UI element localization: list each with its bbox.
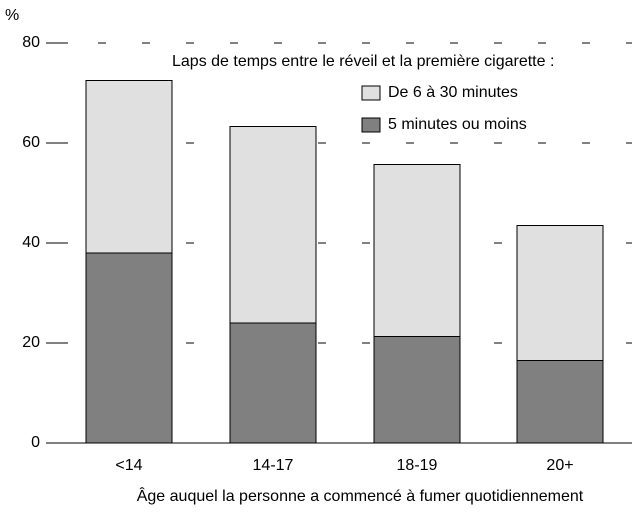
y-axis-label: %	[5, 7, 19, 24]
bar-segment	[229, 126, 317, 324]
x-tick-label: 14-17	[253, 457, 294, 474]
bar-segment	[85, 80, 173, 254]
legend-label: 5 minutes ou moins	[388, 116, 527, 133]
bar-segment	[373, 336, 461, 444]
y-tick-label: 80	[22, 34, 40, 51]
x-tick-label: <14	[115, 457, 142, 474]
x-tick-label: 20+	[546, 457, 573, 474]
y-tick-label: 20	[22, 334, 40, 351]
bar-segment	[373, 164, 461, 337]
legend-label: De 6 à 30 minutes	[388, 84, 518, 101]
y-tick-label: 0	[31, 434, 40, 451]
y-tick-label: 60	[22, 134, 40, 151]
x-tick-label: 18-19	[397, 457, 438, 474]
legend-swatch	[361, 85, 381, 101]
bar-segment	[85, 252, 173, 444]
bar-segment	[516, 225, 604, 361]
bar-segment	[229, 322, 317, 444]
bar-segment	[516, 360, 604, 444]
legend-swatch	[361, 117, 381, 133]
legend-title: Laps de temps entre le réveil et la prem…	[172, 53, 554, 70]
y-tick-label: 40	[22, 234, 40, 251]
x-axis-label: Âge auquel la personne a commencé à fume…	[137, 486, 584, 505]
